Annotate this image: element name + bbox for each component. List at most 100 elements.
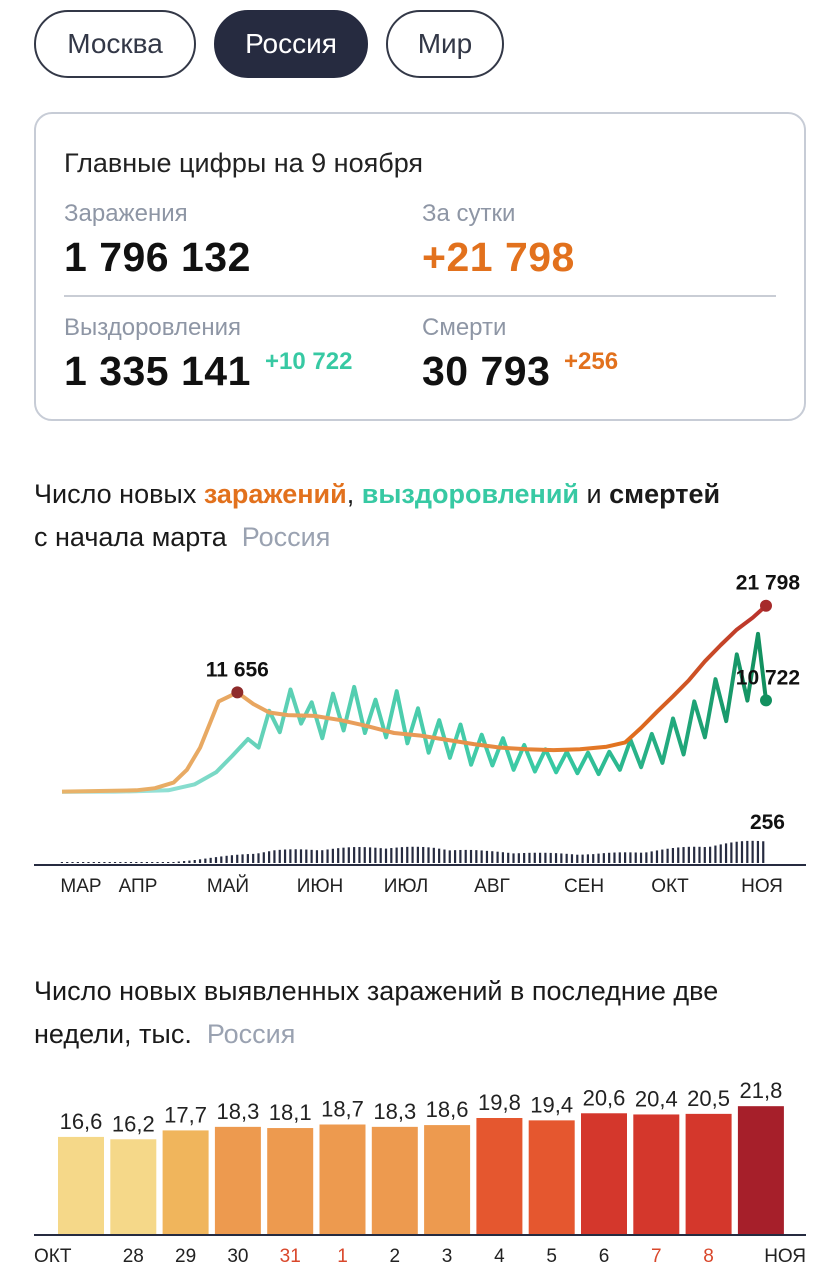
chart2-heading-region: Россия — [206, 1019, 296, 1049]
summary-card: Главные цифры на 9 ноября Заражения 1 79… — [34, 112, 806, 421]
deaths-bar — [283, 849, 287, 863]
bar — [424, 1125, 471, 1235]
deaths-bar — [103, 862, 106, 863]
deaths-delta: +256 — [564, 348, 619, 375]
daily-value: +21 798 — [422, 234, 575, 280]
deaths-bar — [740, 841, 744, 863]
recoveries-line — [61, 631, 768, 794]
deaths-bar — [682, 847, 685, 863]
deaths-bar — [544, 852, 547, 863]
daily-cases-line-chart: 11 656 21 798 10 722 256 МАР АПР МАЙ ИЮН ИЮЛ АВГ… — [34, 572, 806, 897]
month-label: МАЙ — [207, 875, 249, 897]
deaths-bar — [113, 862, 117, 863]
latest-infections-dot — [760, 599, 772, 612]
deaths-bar — [236, 854, 239, 863]
bar-tick-label: 4 — [494, 1246, 505, 1267]
chart1-heading-line1: Число новых заражений, выздоровлений и с… — [34, 473, 720, 516]
deaths-bar — [469, 849, 473, 863]
bar-tick-label: 7 — [651, 1246, 662, 1267]
chart2-heading-unit: недели, тыс. — [34, 1019, 192, 1049]
bar-tick-label: 2 — [390, 1246, 401, 1267]
deaths-bar — [368, 847, 372, 863]
bar-tick-label: ОКТ — [34, 1246, 72, 1267]
deaths-bar — [337, 848, 340, 863]
tab-world[interactable]: Мир — [386, 10, 504, 78]
bar — [214, 1126, 261, 1235]
deaths-bar — [655, 850, 659, 863]
deaths-bar — [613, 852, 616, 863]
bar-value-label: 17,7 — [164, 1102, 207, 1127]
bar-value-label: 20,4 — [635, 1086, 678, 1111]
heading-since: с начала марта — [34, 522, 227, 552]
deaths-bar — [92, 862, 95, 863]
bar-tick-label: 8 — [703, 1246, 714, 1267]
deaths-bar — [523, 852, 526, 863]
deaths-bar — [119, 862, 122, 863]
deaths-bar — [448, 850, 451, 863]
deaths-bar — [634, 852, 637, 863]
deaths-bar — [299, 849, 303, 863]
chart1-heading-line2: с начала марта Россия — [34, 516, 720, 559]
deaths-bar — [342, 847, 345, 863]
bar-value-label: 21,8 — [739, 1080, 782, 1103]
deaths-bar — [156, 862, 159, 863]
deaths-bar — [278, 849, 281, 863]
month-label: ИЮН — [297, 876, 344, 897]
deaths-bar — [268, 851, 271, 863]
latest-infections-label: 21 798 — [736, 572, 801, 595]
tab-russia[interactable]: Россия — [214, 10, 368, 78]
deaths-bar — [108, 862, 111, 863]
deaths-bar — [395, 847, 398, 863]
heading-infections: заражений — [203, 479, 347, 509]
deaths-bar — [480, 850, 483, 863]
heading-and: и — [579, 479, 610, 509]
daily-label: За сутки — [422, 200, 516, 227]
heading-recoveries: выздоровлений — [361, 479, 580, 509]
deaths-bar — [188, 860, 191, 863]
chart2-heading-line1: Число новых выявленных заражений в после… — [34, 976, 719, 1006]
deaths-bar — [87, 862, 90, 863]
deaths-bar — [501, 852, 504, 863]
deaths-bar — [390, 848, 393, 863]
bar-tick-label: 1 — [337, 1246, 348, 1267]
month-label: АВГ — [474, 876, 510, 897]
deaths-bar — [693, 846, 696, 863]
deaths-bar — [507, 852, 510, 863]
bar-value-label: 16,6 — [60, 1109, 103, 1134]
deaths-bar — [230, 855, 234, 863]
deaths-bar — [193, 860, 196, 863]
deaths-bar — [565, 853, 568, 863]
deaths-bar — [145, 862, 149, 863]
deaths-bar — [374, 847, 377, 863]
latest-recoveries-dot — [760, 694, 772, 707]
month-label: НОЯ — [741, 876, 783, 897]
deaths-bar — [570, 854, 574, 863]
latest-recoveries-label: 10 722 — [736, 666, 800, 689]
deaths-bar — [427, 847, 430, 863]
deaths-bar — [624, 852, 627, 863]
tab-moscow[interactable]: Москва — [34, 10, 196, 78]
deaths-bar — [666, 848, 669, 863]
deaths-bar — [167, 862, 170, 863]
deaths-bar — [384, 848, 388, 863]
deaths-bar — [204, 858, 207, 863]
bar — [110, 1139, 157, 1235]
deaths-bar — [762, 841, 765, 863]
deaths-bar — [517, 853, 520, 863]
deaths-bar — [639, 852, 643, 863]
deaths-bar — [135, 862, 138, 863]
recoveries-label: Выздоровления — [64, 314, 241, 341]
infections-label: Заражения — [64, 200, 188, 227]
bar — [162, 1130, 209, 1235]
deaths-bar — [331, 848, 334, 863]
chart2-heading: Число новых выявленных заражений в после… — [34, 970, 718, 1056]
bar — [267, 1128, 314, 1235]
deaths-bar — [124, 862, 127, 863]
deaths-bar — [438, 848, 441, 863]
deaths-bar — [82, 862, 85, 863]
deaths-bar — [209, 857, 212, 863]
deaths-bar — [262, 852, 265, 863]
deaths-bar — [714, 845, 717, 863]
bar — [633, 1114, 680, 1235]
heading-deaths: смертей — [609, 479, 721, 509]
